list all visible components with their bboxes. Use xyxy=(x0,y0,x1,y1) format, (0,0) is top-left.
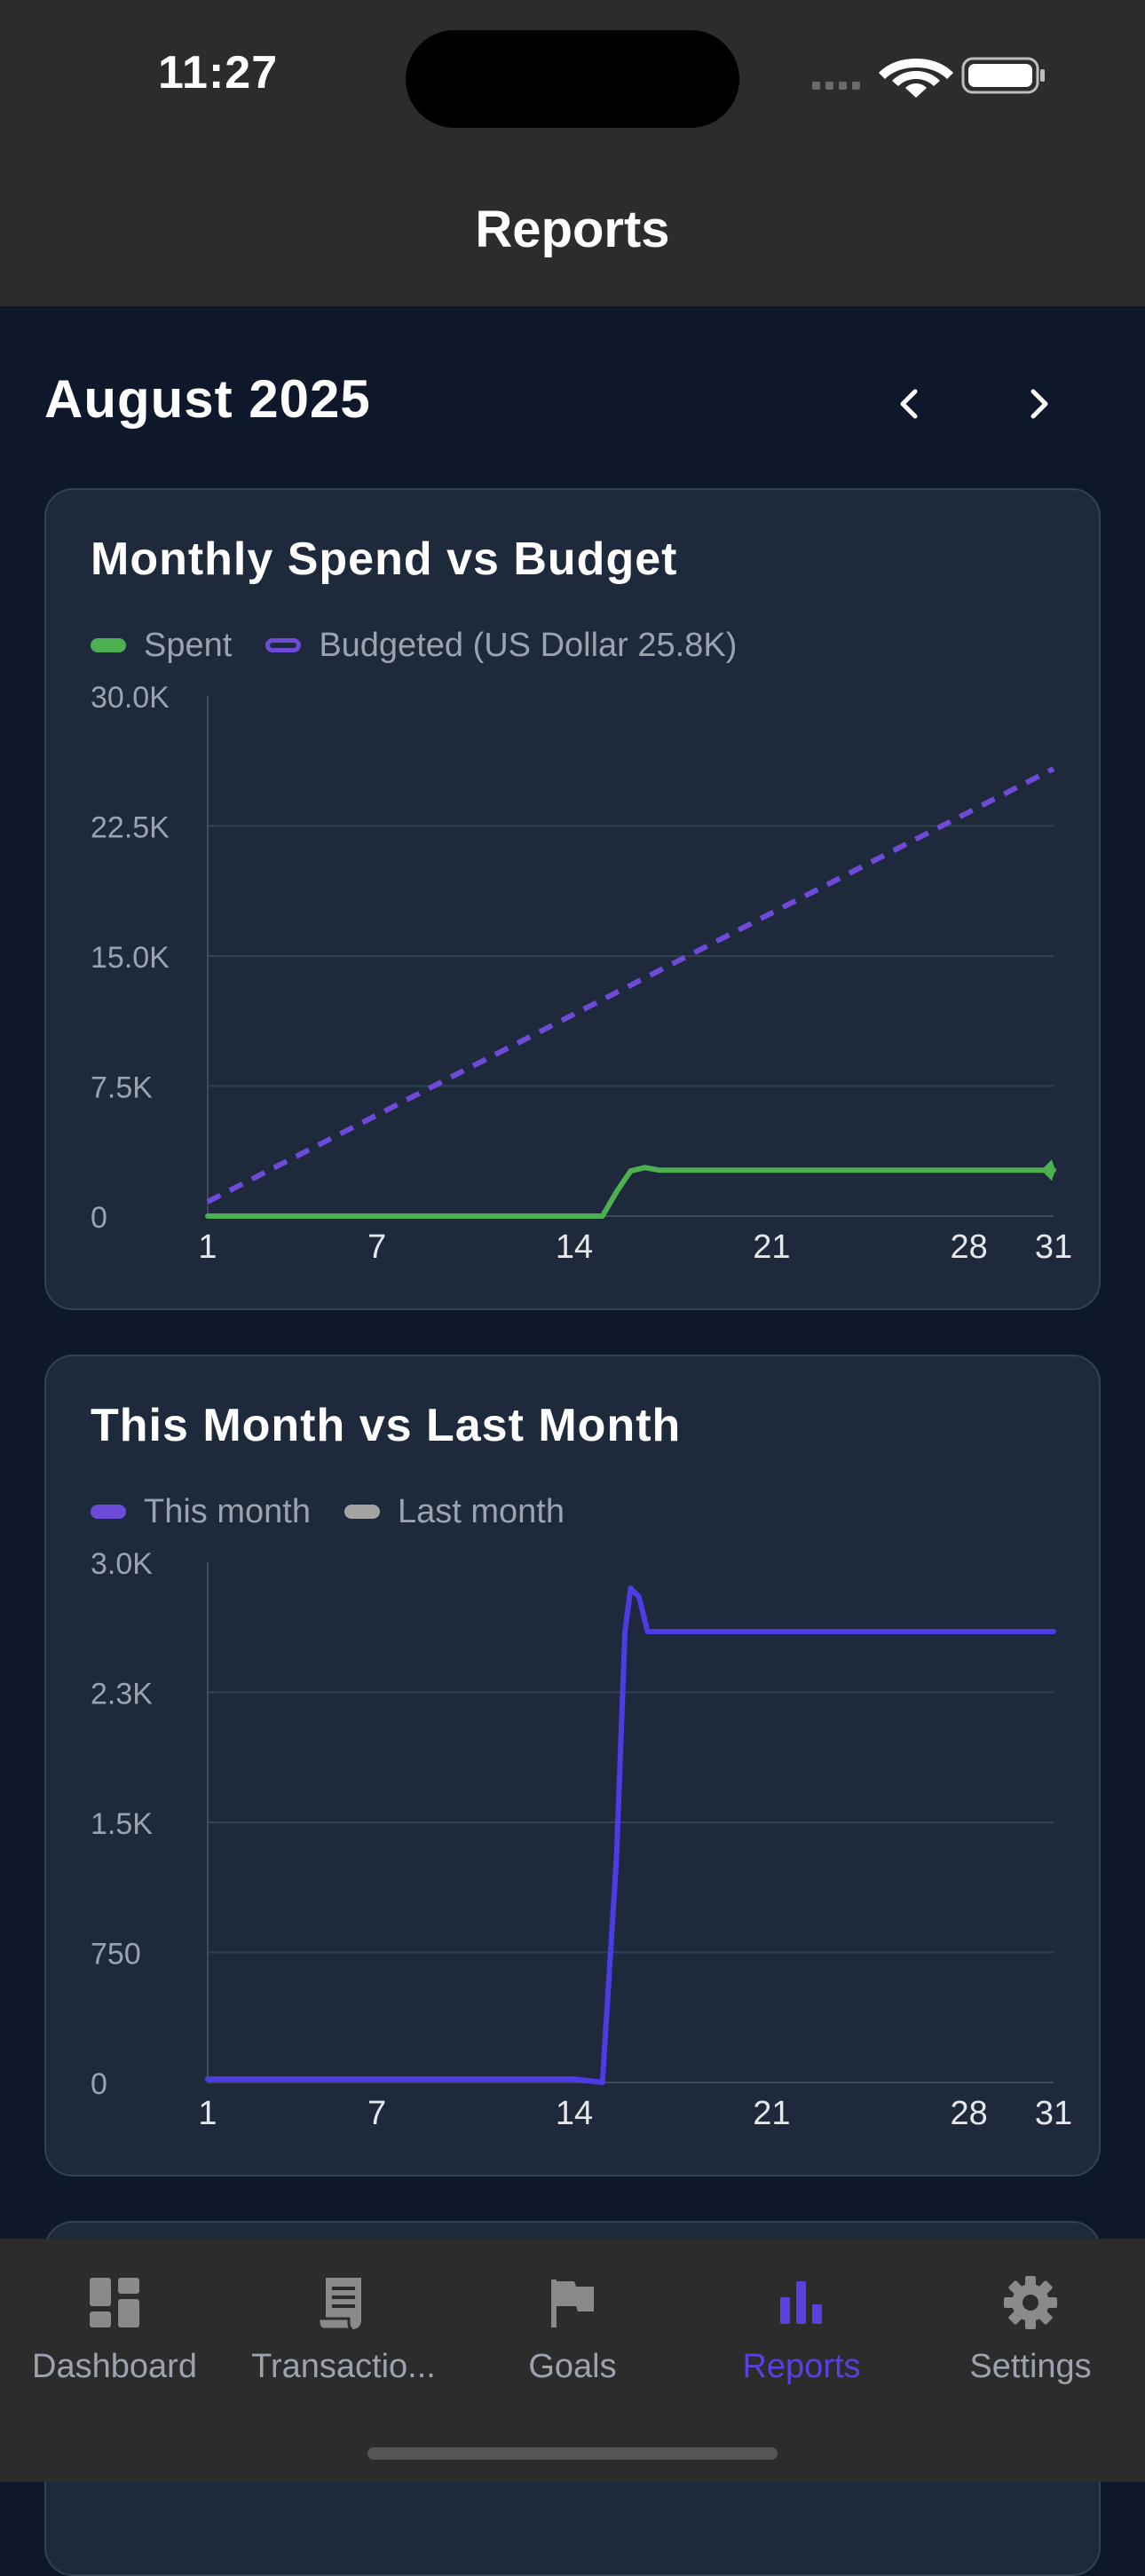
bar-chart-icon xyxy=(780,2281,822,2324)
tab-settings[interactable]: Settings xyxy=(916,2239,1145,2416)
y-tick-label: 0 xyxy=(91,2067,107,2101)
y-tick-label: 7.5K xyxy=(91,1071,153,1105)
legend-label: Last month xyxy=(397,1492,565,1530)
series-line-budgeted-us-dollar-25-8k xyxy=(206,766,1055,1205)
wifi-icon xyxy=(879,59,953,98)
legend-item-budgeted[interactable]: Budgeted (US Dollar 25.8K) xyxy=(265,627,737,665)
series-line-this-month xyxy=(205,1585,1056,2085)
card-title: This Month vs Last Month xyxy=(91,1400,682,1451)
legend-label: Spent xyxy=(144,626,233,664)
legend-item-spent[interactable]: Spent xyxy=(91,627,232,665)
x-tick-label: 21 xyxy=(753,1229,790,1266)
tab-label: Transactio... xyxy=(251,2348,436,2385)
x-tick-label: 7 xyxy=(367,2095,386,2132)
y-tick-label: 1.5K xyxy=(91,1807,153,1841)
gear-icon xyxy=(1004,2276,1057,2329)
previous-month-button[interactable] xyxy=(879,373,941,435)
receipt-icon xyxy=(317,2278,361,2331)
next-month-button[interactable] xyxy=(1007,373,1070,435)
x-tick-label: 1 xyxy=(198,2095,217,2132)
month-comparison-chart: 0 750 1.5K 2.3K 3.0K 1 7 14 21 28 31 xyxy=(91,1547,1072,2132)
y-tick-label: 2.3K xyxy=(91,1678,153,1711)
x-tick-label: 28 xyxy=(951,2095,988,2132)
status-time: 11:27 xyxy=(158,47,279,99)
spend-vs-budget-card: Monthly Spend vs Budget Spent Budgeted (… xyxy=(44,488,1101,1310)
x-tick-label: 14 xyxy=(556,1229,593,1266)
legend-label: This month xyxy=(144,1492,311,1530)
legend-swatch-last-month xyxy=(344,1505,380,1519)
tab-label: Reports xyxy=(742,2348,861,2385)
tab-goals[interactable]: Goals xyxy=(458,2239,687,2416)
tab-label: Dashboard xyxy=(32,2348,197,2385)
legend-swatch-budgeted xyxy=(265,638,302,652)
month-comparison-card: This Month vs Last Month This month Last… xyxy=(44,1355,1101,2177)
tab-label: Settings xyxy=(969,2348,1092,2385)
tab-reports[interactable]: Reports xyxy=(687,2239,916,2416)
legend-item-last-month[interactable]: Last month xyxy=(344,1493,565,1531)
series-end-marker xyxy=(1041,1159,1055,1181)
dashboard-icon xyxy=(90,2278,139,2327)
tab-label: Goals xyxy=(528,2348,617,2385)
legend-label: Budgeted (US Dollar 25.8K) xyxy=(319,626,738,664)
x-tick-label: 31 xyxy=(1035,1229,1072,1266)
legend-item-this-month[interactable]: This month xyxy=(91,1493,311,1531)
y-tick-label: 15.0K xyxy=(91,941,170,975)
dynamic-island xyxy=(406,30,739,128)
x-tick-label: 21 xyxy=(753,2095,790,2132)
chevron-left-icon xyxy=(900,389,918,419)
x-tick-label: 28 xyxy=(951,1229,988,1266)
x-tick-label: 14 xyxy=(556,2095,593,2132)
tab-transactions[interactable]: Transactio... xyxy=(229,2239,458,2416)
chevron-right-icon xyxy=(1030,389,1048,419)
month-label: August 2025 xyxy=(44,369,371,429)
card-title: Monthly Spend vs Budget xyxy=(91,533,678,585)
chart-legend: Spent Budgeted (US Dollar 25.8K) xyxy=(91,623,770,668)
spend-vs-budget-chart: 0 7.5K 15.0K 22.5K 30.0K 1 7 14 21 28 31 xyxy=(91,681,1072,1266)
x-tick-label: 1 xyxy=(198,1229,217,1266)
y-tick-label: 30.0K xyxy=(91,681,170,715)
home-indicator xyxy=(367,2447,778,2460)
tab-bar: Dashboard Transactio... Goals xyxy=(0,2239,1145,2482)
y-tick-label: 3.0K xyxy=(91,1547,153,1581)
x-tick-label: 31 xyxy=(1035,2095,1072,2132)
chart-legend: This month Last month xyxy=(91,1489,598,1534)
legend-swatch-this-month xyxy=(91,1505,126,1519)
legend-swatch-spent xyxy=(91,638,126,652)
page-title: Reports xyxy=(475,201,670,258)
y-tick-label: 22.5K xyxy=(91,811,170,845)
cellular-signal-icon xyxy=(812,82,860,90)
tab-dashboard[interactable]: Dashboard xyxy=(0,2239,229,2416)
top-bar: 11:27 Reports xyxy=(0,0,1145,306)
status-icons xyxy=(812,57,1045,98)
y-tick-label: 0 xyxy=(91,1201,107,1235)
battery-icon xyxy=(961,57,1045,94)
y-tick-label: 750 xyxy=(91,1938,141,1972)
flag-icon xyxy=(551,2280,594,2327)
series-line-spent xyxy=(205,1165,1056,1219)
x-tick-label: 7 xyxy=(367,1229,386,1266)
